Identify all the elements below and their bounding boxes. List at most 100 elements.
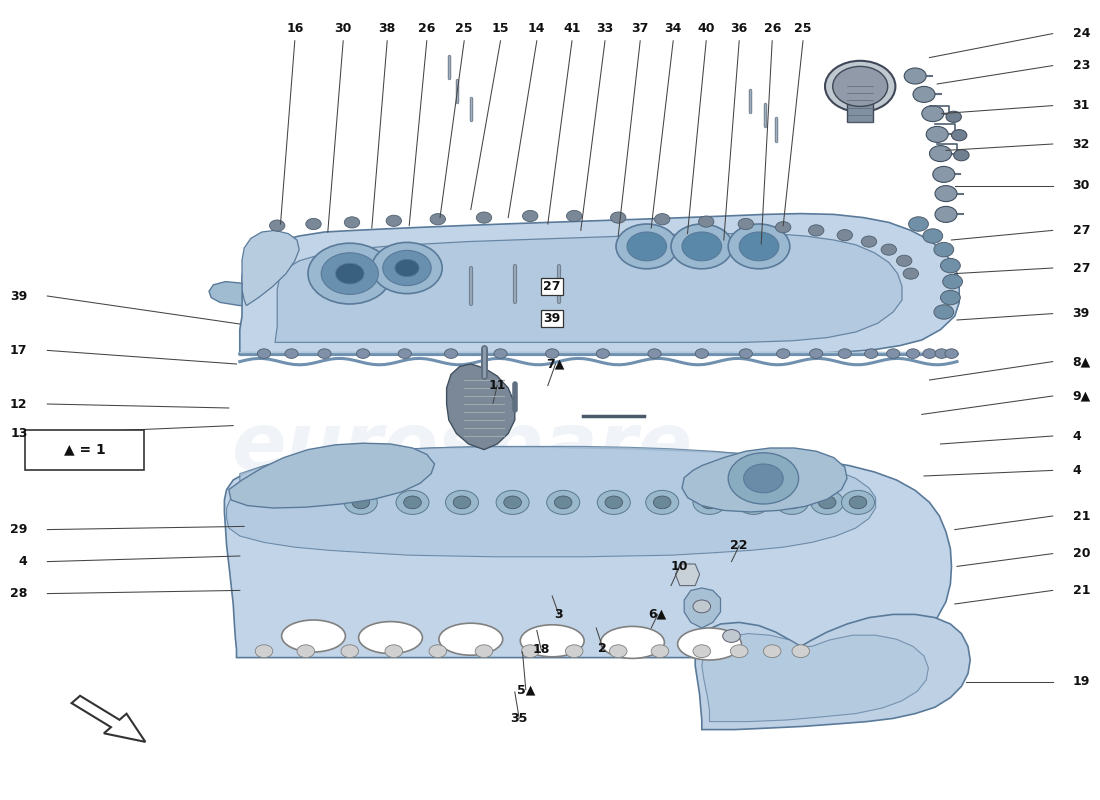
- Circle shape: [913, 86, 935, 102]
- Circle shape: [695, 349, 708, 358]
- Ellipse shape: [439, 623, 503, 655]
- Text: 36: 36: [730, 22, 748, 34]
- Circle shape: [395, 259, 419, 277]
- Text: 39: 39: [10, 290, 28, 302]
- Text: 11: 11: [488, 379, 506, 392]
- Circle shape: [609, 645, 627, 658]
- Circle shape: [818, 496, 836, 509]
- Circle shape: [934, 242, 954, 257]
- Circle shape: [565, 645, 583, 658]
- Circle shape: [336, 263, 364, 284]
- Text: eurospare: eurospare: [231, 409, 693, 487]
- Polygon shape: [275, 234, 902, 342]
- Text: 30: 30: [1072, 179, 1090, 192]
- Circle shape: [728, 453, 799, 504]
- Text: 14: 14: [528, 22, 546, 34]
- Text: 25: 25: [455, 22, 473, 34]
- Circle shape: [906, 349, 920, 358]
- Circle shape: [386, 215, 402, 226]
- Circle shape: [744, 464, 783, 493]
- Text: 40: 40: [697, 22, 715, 34]
- Circle shape: [849, 496, 867, 509]
- Text: 28: 28: [10, 587, 28, 600]
- Circle shape: [616, 224, 678, 269]
- Circle shape: [646, 490, 679, 514]
- Circle shape: [810, 349, 823, 358]
- Circle shape: [654, 214, 670, 225]
- Circle shape: [257, 349, 271, 358]
- Circle shape: [730, 645, 748, 658]
- Text: 9▲: 9▲: [1072, 390, 1091, 402]
- Text: 33: 33: [596, 22, 614, 34]
- Text: 10: 10: [671, 560, 689, 573]
- Text: 6▲: 6▲: [649, 608, 667, 621]
- Circle shape: [887, 349, 900, 358]
- Text: 27: 27: [1072, 262, 1090, 274]
- Circle shape: [476, 212, 492, 223]
- Circle shape: [825, 61, 895, 112]
- Circle shape: [352, 496, 370, 509]
- Circle shape: [297, 645, 315, 658]
- Polygon shape: [72, 696, 145, 742]
- Text: 4: 4: [1072, 464, 1081, 477]
- Circle shape: [494, 349, 507, 358]
- Text: 8▲: 8▲: [1072, 355, 1091, 368]
- Circle shape: [521, 645, 539, 658]
- Polygon shape: [447, 364, 515, 450]
- Circle shape: [496, 490, 529, 514]
- Circle shape: [475, 645, 493, 658]
- Circle shape: [648, 349, 661, 358]
- Circle shape: [444, 349, 458, 358]
- Circle shape: [566, 210, 582, 222]
- Circle shape: [285, 349, 298, 358]
- Circle shape: [671, 224, 733, 269]
- Text: 24: 24: [1072, 27, 1090, 40]
- Polygon shape: [695, 614, 970, 730]
- Ellipse shape: [520, 625, 584, 657]
- Circle shape: [943, 274, 962, 289]
- Circle shape: [930, 146, 952, 162]
- Circle shape: [356, 349, 370, 358]
- Text: 5▲: 5▲: [517, 683, 535, 696]
- Circle shape: [881, 244, 896, 255]
- Circle shape: [833, 66, 888, 106]
- Circle shape: [777, 349, 790, 358]
- Polygon shape: [209, 282, 242, 306]
- Text: 25: 25: [794, 22, 812, 34]
- Circle shape: [344, 490, 377, 514]
- Text: 16: 16: [286, 22, 304, 34]
- Text: 21: 21: [1072, 584, 1090, 597]
- Text: 26: 26: [418, 22, 436, 34]
- Text: 37: 37: [631, 22, 649, 34]
- Circle shape: [811, 490, 844, 514]
- Circle shape: [682, 232, 722, 261]
- Circle shape: [808, 225, 824, 236]
- Ellipse shape: [282, 620, 345, 652]
- Circle shape: [842, 490, 874, 514]
- Text: 32: 32: [1072, 138, 1090, 150]
- Circle shape: [728, 224, 790, 269]
- Circle shape: [627, 232, 667, 261]
- Circle shape: [945, 349, 958, 358]
- Circle shape: [739, 349, 752, 358]
- Circle shape: [701, 496, 718, 509]
- Circle shape: [934, 305, 954, 319]
- Text: 26: 26: [763, 22, 781, 34]
- Circle shape: [861, 236, 877, 247]
- Circle shape: [792, 645, 810, 658]
- Circle shape: [946, 111, 961, 122]
- Circle shape: [954, 150, 969, 161]
- Circle shape: [698, 216, 714, 227]
- Circle shape: [739, 232, 779, 261]
- Text: 29: 29: [10, 523, 28, 536]
- Text: 15: 15: [492, 22, 509, 34]
- Circle shape: [952, 130, 967, 141]
- Text: 21: 21: [1072, 510, 1090, 522]
- Text: 19: 19: [1072, 675, 1090, 688]
- Circle shape: [940, 290, 960, 305]
- Text: 35: 35: [510, 712, 528, 725]
- Text: 13: 13: [10, 427, 28, 440]
- Text: 22: 22: [730, 539, 748, 552]
- Circle shape: [398, 349, 411, 358]
- Circle shape: [940, 258, 960, 273]
